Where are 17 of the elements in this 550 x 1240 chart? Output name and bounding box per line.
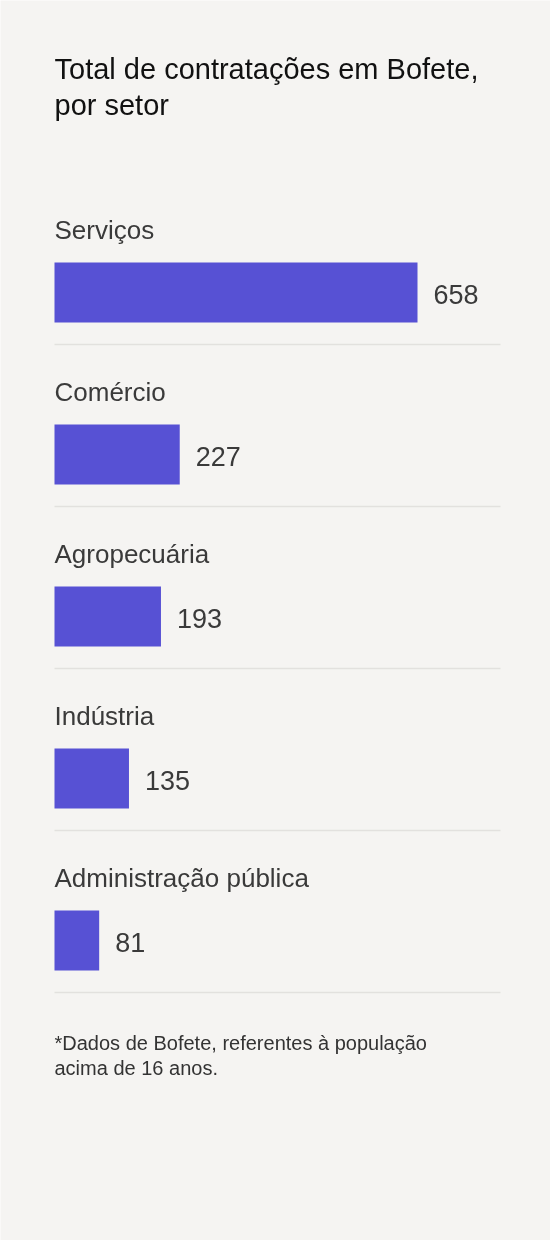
y-tick-label: Indústria bbox=[54, 700, 155, 731]
y-tick-label: Serviços bbox=[54, 214, 155, 245]
data-label: 658 bbox=[433, 280, 479, 310]
text: *Dados de Bofete, referentes à população acima de 16 anos. bbox=[54, 1031, 427, 1079]
data-label: 193 bbox=[176, 604, 223, 634]
chart-title: Total de contratações em Bofete, por setor bbox=[54, 52, 479, 121]
data-label: 135 bbox=[144, 766, 191, 796]
y-tick-label: Agropecuária bbox=[54, 538, 210, 569]
data-label: 81 bbox=[115, 928, 146, 958]
bar bbox=[54, 910, 100, 971]
bar bbox=[54, 424, 180, 485]
bar bbox=[54, 748, 129, 809]
bar bbox=[54, 262, 418, 323]
bar bbox=[54, 586, 161, 647]
y-tick-label: Administração pública bbox=[54, 862, 310, 893]
y-tick-label: Comércio bbox=[54, 376, 166, 407]
data-label: 227 bbox=[195, 442, 241, 472]
